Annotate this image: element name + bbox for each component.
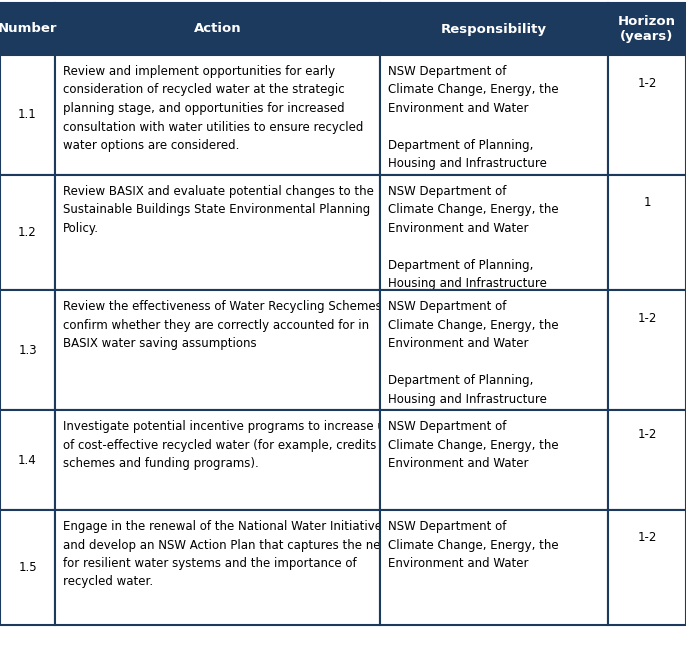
Bar [608,3,686,55]
Bar [380,290,608,410]
Bar [0,410,55,510]
Bar [608,410,686,510]
Text: 1: 1 [643,196,651,209]
Text: 1-2: 1-2 [637,312,657,324]
Text: 1.5: 1.5 [19,561,37,574]
Text: Review and implement opportunities for early
consideration of recycled water at : Review and implement opportunities for e… [63,65,364,152]
Text: 1.3: 1.3 [19,344,37,357]
Bar [380,510,608,625]
Bar [380,410,608,510]
Bar [608,510,686,625]
Text: 1.2: 1.2 [18,226,37,239]
Bar [380,175,608,290]
Text: Action: Action [193,23,241,36]
Bar [55,55,380,175]
Bar [0,175,55,290]
Text: Review the effectiveness of Water Recycling Schemes to
confirm whether they are : Review the effectiveness of Water Recycl… [63,300,397,350]
Text: NSW Department of
Climate Change, Energy, the
Environment and Water: NSW Department of Climate Change, Energy… [388,420,558,470]
Bar [0,3,55,55]
Bar [55,175,380,290]
Bar [55,510,380,625]
Bar [608,290,686,410]
Bar [55,290,380,410]
Text: 1.1: 1.1 [18,109,37,122]
Text: 1.4: 1.4 [18,453,37,467]
Text: NSW Department of
Climate Change, Energy, the
Environment and Water: NSW Department of Climate Change, Energy… [388,520,558,570]
Text: 1-2: 1-2 [637,531,657,544]
Bar [608,175,686,290]
Bar [0,510,55,625]
Bar [380,55,608,175]
Text: Review BASIX and evaluate potential changes to the
Sustainable Buildings State E: Review BASIX and evaluate potential chan… [63,185,374,235]
Text: Horizon
(years): Horizon (years) [618,15,676,43]
Bar [0,55,55,175]
Text: Number: Number [0,23,57,36]
Text: NSW Department of
Climate Change, Energy, the
Environment and Water

Department : NSW Department of Climate Change, Energy… [388,185,558,291]
Text: Responsibility: Responsibility [441,23,547,36]
Bar [0,290,55,410]
Bar [55,3,380,55]
Text: NSW Department of
Climate Change, Energy, the
Environment and Water

Department : NSW Department of Climate Change, Energy… [388,65,558,171]
Text: Engage in the renewal of the National Water Initiative
and develop an NSW Action: Engage in the renewal of the National Wa… [63,520,395,589]
Text: 1-2: 1-2 [637,77,657,89]
Bar [608,55,686,175]
Text: NSW Department of
Climate Change, Energy, the
Environment and Water

Department : NSW Department of Climate Change, Energy… [388,300,558,406]
Bar [55,410,380,510]
Text: Investigate potential incentive programs to increase use
of cost-effective recyc: Investigate potential incentive programs… [63,420,399,470]
Text: 1-2: 1-2 [637,428,657,441]
Bar [380,3,608,55]
